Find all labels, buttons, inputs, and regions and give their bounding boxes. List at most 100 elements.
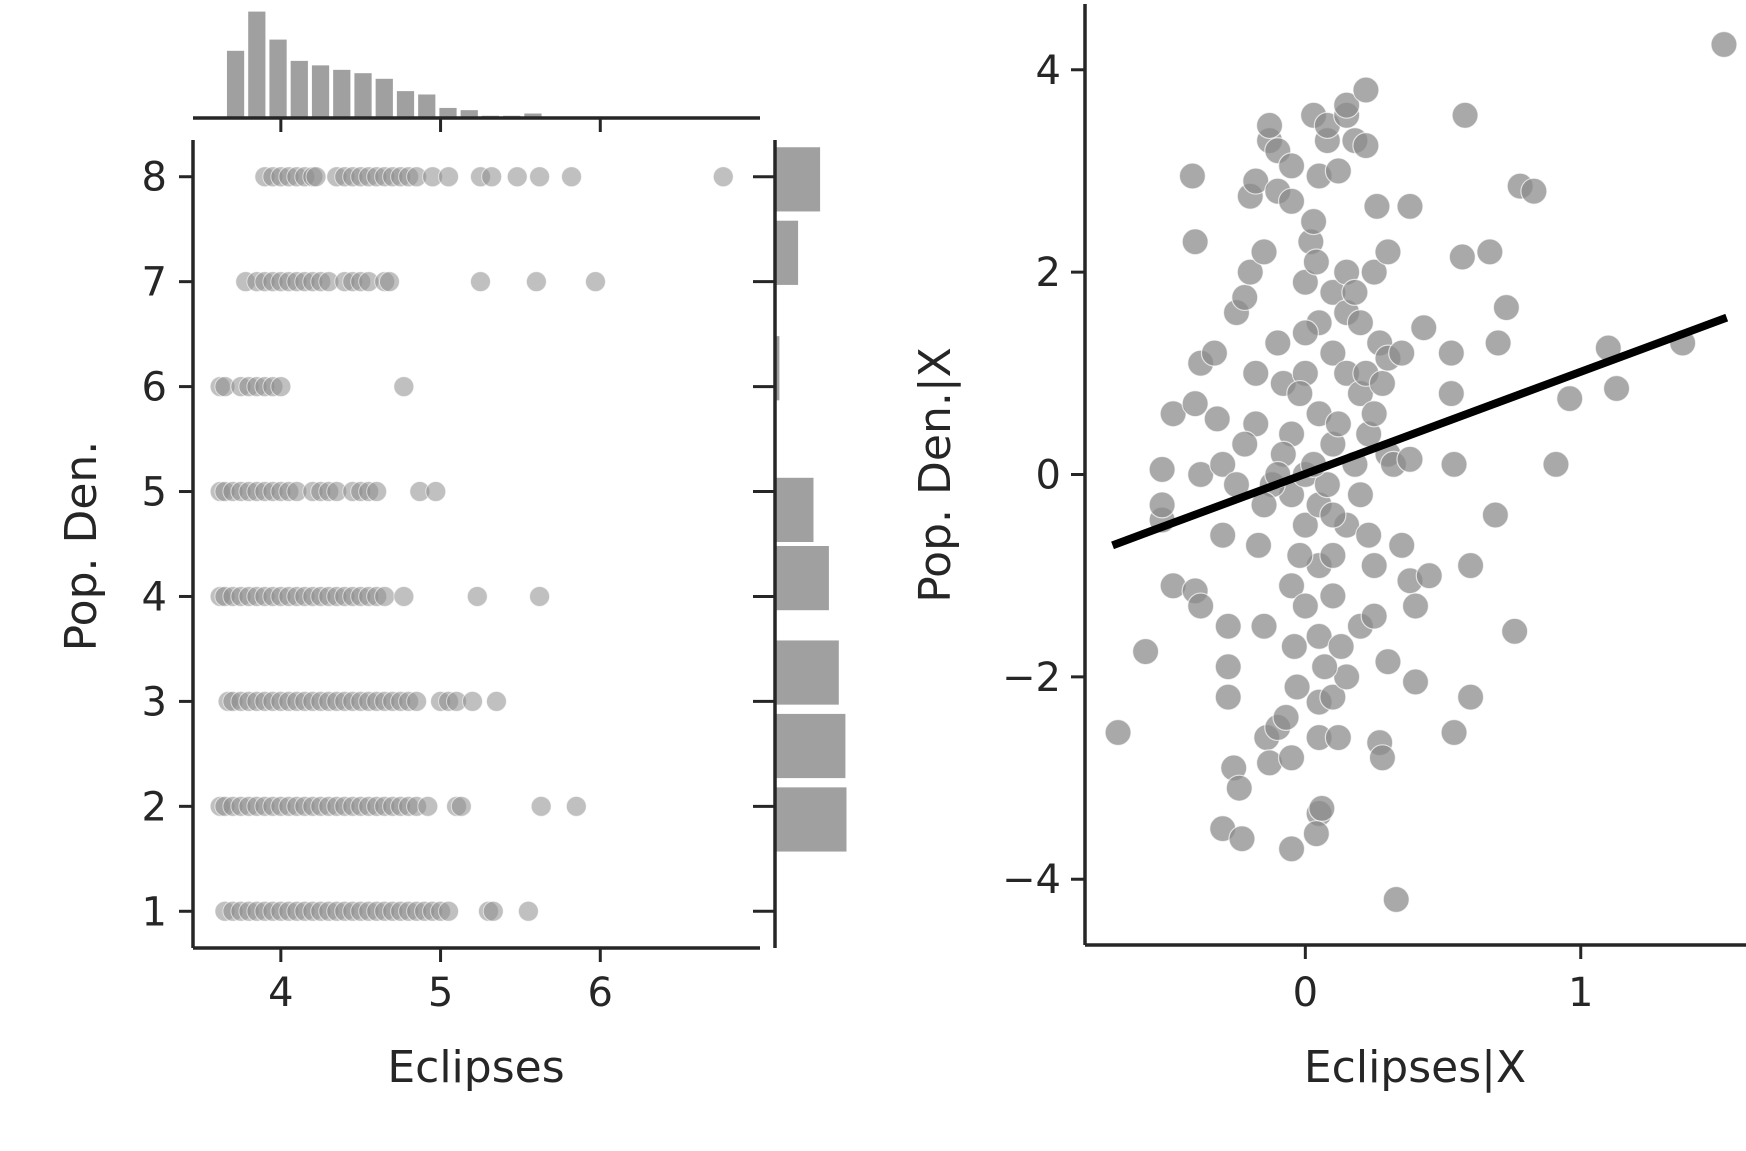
joint-scatter-plot: 4 5 6 1 2 3 4 5 6 7 8 Eclipses Pop. Den. — [56, 140, 760, 1093]
joint-point — [525, 271, 547, 293]
partial-point — [1520, 177, 1548, 205]
joint-point — [712, 166, 734, 188]
partial-point — [1277, 572, 1306, 600]
partial-point — [1225, 774, 1253, 802]
partial-point — [1374, 648, 1402, 676]
partial-regression-plot: 0 1 −4 −2 0 2 4 Eclipses|X Pop. Den.|X — [910, 4, 1746, 1093]
partial-point — [1451, 101, 1479, 129]
joint-point — [425, 481, 447, 503]
x-histogram-bar — [460, 110, 478, 118]
y-histogram-bar — [775, 787, 847, 852]
joint-y-tick-label: 2 — [142, 784, 167, 830]
partial-point — [1374, 238, 1402, 266]
partial-y-tick-label: −2 — [1002, 655, 1061, 701]
y-histogram-bar — [775, 147, 821, 212]
marginal-x-histogram — [193, 11, 760, 132]
joint-y-tick-label: 4 — [142, 574, 167, 620]
y-histogram-bar — [775, 336, 780, 401]
joint-x-tick-label: 4 — [268, 970, 293, 1016]
partial-point — [1437, 339, 1465, 367]
joint-point — [450, 795, 472, 817]
joint-point — [466, 585, 488, 607]
partial-point — [1244, 531, 1273, 559]
partial-point — [1360, 602, 1388, 630]
partial-point — [1410, 314, 1438, 342]
joint-y-tick-label: 3 — [142, 679, 167, 725]
joint-point — [530, 795, 552, 817]
partial-point — [1231, 430, 1259, 458]
partial-point — [1302, 248, 1330, 276]
joint-point — [438, 900, 460, 922]
partial-point — [1346, 309, 1375, 337]
partial-point — [1360, 551, 1388, 580]
partial-point — [1311, 653, 1339, 681]
partial-point — [1710, 30, 1738, 59]
partial-point — [1333, 91, 1361, 119]
joint-y-tick-label: 5 — [142, 470, 167, 516]
joint-y-tick-label: 6 — [142, 365, 167, 411]
partial-point — [1264, 329, 1292, 357]
partial-point — [1319, 582, 1347, 610]
joint-x-tick-label: 5 — [428, 970, 453, 1016]
partial-point — [1481, 501, 1509, 529]
joint-point — [393, 585, 415, 607]
partial-x-tick-label: 0 — [1293, 970, 1318, 1016]
partial-point — [1341, 278, 1369, 306]
partial-point — [1291, 592, 1319, 620]
partial-point — [1104, 718, 1132, 747]
partial-point — [1277, 835, 1306, 863]
partial-point — [1319, 541, 1347, 570]
partial-point — [1313, 471, 1341, 499]
joint-point — [506, 166, 528, 188]
partial-point — [1324, 410, 1352, 438]
partial-point — [1440, 450, 1468, 478]
partial-point — [1401, 592, 1430, 620]
partial-point — [1236, 258, 1264, 286]
joint-point — [417, 795, 439, 817]
joint-point — [374, 585, 396, 607]
partial-point — [1299, 207, 1328, 236]
joint-point — [469, 271, 491, 293]
joint-point — [481, 166, 503, 188]
joint-y-tick-label: 7 — [142, 260, 167, 306]
partial-point — [1255, 111, 1284, 140]
x-histogram-bar — [290, 60, 308, 118]
partial-point — [1214, 653, 1242, 681]
joint-point — [517, 900, 539, 922]
partial-point — [1286, 379, 1314, 408]
partial-point — [1401, 668, 1430, 696]
partial-point — [1456, 551, 1485, 580]
partial-point — [1131, 637, 1160, 666]
y-histogram-bar — [775, 713, 846, 779]
x-histogram-bar — [226, 50, 245, 118]
partial-point — [1214, 612, 1242, 640]
partial-point — [1291, 319, 1319, 347]
partial-point — [1319, 683, 1347, 711]
x-histogram-bar — [439, 107, 457, 118]
partial-point — [1209, 521, 1237, 549]
partial-point — [1231, 283, 1259, 312]
partial-point — [1360, 400, 1388, 428]
joint-point — [393, 376, 415, 398]
partial-point — [1324, 723, 1352, 752]
x-histogram-bar — [311, 65, 330, 118]
partial-point — [1382, 885, 1410, 914]
partial-point — [1242, 359, 1270, 387]
partial-point — [1280, 632, 1308, 661]
joint-point — [565, 795, 587, 817]
partial-point — [1291, 511, 1319, 539]
partial-y-tick-label: 4 — [1036, 48, 1061, 94]
x-histogram-bar — [524, 113, 542, 118]
partial-point — [1484, 329, 1512, 357]
partial-point — [1360, 258, 1388, 286]
regression-fit-line — [1111, 313, 1729, 550]
partial-point — [1492, 293, 1520, 322]
partial-point — [1277, 187, 1306, 215]
partial-point — [1355, 521, 1383, 549]
partial-point — [1148, 491, 1176, 519]
partial-point — [1272, 703, 1300, 731]
joint-x-axis-label: Eclipses — [387, 1042, 564, 1093]
partial-point — [1456, 683, 1485, 711]
joint-point — [462, 690, 484, 712]
